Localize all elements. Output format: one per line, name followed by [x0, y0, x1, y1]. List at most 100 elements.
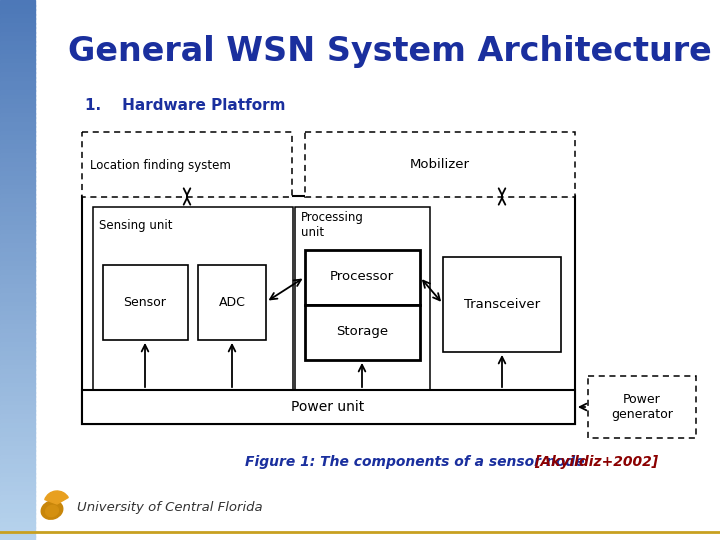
Bar — [0, 216, 35, 221]
Bar — [0, 112, 35, 118]
Bar — [0, 256, 35, 262]
Bar — [0, 252, 35, 258]
Bar — [0, 131, 35, 136]
Bar — [0, 108, 35, 113]
Bar — [0, 315, 35, 321]
Bar — [0, 261, 35, 267]
Bar — [0, 99, 35, 105]
Text: 1.    Hardware Platform: 1. Hardware Platform — [85, 98, 286, 112]
Bar — [0, 364, 35, 370]
Bar — [0, 455, 35, 460]
Text: University of Central Florida: University of Central Florida — [77, 502, 263, 515]
Bar — [0, 369, 35, 375]
Text: Processing
unit: Processing unit — [301, 211, 364, 239]
Bar — [0, 202, 35, 208]
Bar — [0, 513, 35, 518]
Bar — [0, 189, 35, 194]
Bar — [0, 90, 35, 96]
Bar — [0, 486, 35, 491]
Text: Storage: Storage — [336, 326, 388, 339]
Bar — [0, 72, 35, 78]
Bar — [0, 509, 35, 514]
Bar — [305, 305, 420, 360]
Bar — [0, 446, 35, 451]
Bar — [0, 392, 35, 397]
Bar — [0, 18, 35, 24]
Bar — [0, 536, 35, 540]
Bar — [0, 158, 35, 163]
Bar — [0, 274, 35, 280]
Bar — [82, 390, 575, 424]
Bar — [0, 378, 35, 383]
Bar — [0, 504, 35, 510]
Bar — [0, 284, 35, 289]
Text: Figure 1: The components of a sensor node: Figure 1: The components of a sensor nod… — [245, 455, 590, 469]
Bar — [0, 441, 35, 447]
Bar — [443, 257, 561, 352]
Bar — [0, 198, 35, 204]
Text: Sensing unit: Sensing unit — [99, 219, 173, 232]
Bar — [0, 162, 35, 167]
Bar — [0, 122, 35, 127]
Bar — [0, 428, 35, 433]
Bar — [0, 144, 35, 150]
Bar — [82, 196, 575, 424]
Bar — [0, 117, 35, 123]
Bar — [0, 14, 35, 19]
Bar — [0, 40, 35, 46]
Bar — [0, 423, 35, 429]
Bar — [0, 405, 35, 410]
Bar — [0, 207, 35, 213]
Bar — [295, 207, 430, 392]
Bar — [0, 54, 35, 59]
Bar — [0, 338, 35, 343]
Bar — [0, 36, 35, 42]
Bar — [0, 243, 35, 248]
Bar — [0, 126, 35, 132]
Bar — [93, 207, 293, 392]
Text: Location finding system: Location finding system — [90, 159, 231, 172]
Bar — [0, 50, 35, 55]
Bar — [0, 193, 35, 199]
Bar — [0, 166, 35, 172]
Bar — [0, 320, 35, 325]
Ellipse shape — [41, 501, 63, 519]
Bar — [305, 132, 575, 197]
Text: Sensor: Sensor — [124, 295, 166, 308]
Bar — [0, 342, 35, 348]
Bar — [0, 288, 35, 294]
Bar — [0, 396, 35, 402]
Bar — [0, 77, 35, 82]
Text: Power
generator: Power generator — [611, 393, 673, 421]
Bar — [0, 333, 35, 339]
Bar — [0, 382, 35, 388]
Bar — [0, 409, 35, 415]
Text: Transceiver: Transceiver — [464, 298, 540, 310]
Bar — [0, 176, 35, 181]
Bar — [0, 212, 35, 217]
Wedge shape — [45, 491, 68, 504]
Bar — [0, 490, 35, 496]
Bar — [0, 459, 35, 464]
Text: Processor: Processor — [330, 271, 394, 284]
Bar — [0, 495, 35, 501]
Bar — [0, 234, 35, 240]
Bar — [0, 23, 35, 28]
Bar — [0, 0, 35, 5]
Bar — [0, 63, 35, 69]
Bar — [0, 270, 35, 275]
Bar — [0, 522, 35, 528]
Bar — [0, 414, 35, 420]
Bar — [0, 360, 35, 366]
Bar — [0, 301, 35, 307]
Bar — [0, 27, 35, 32]
Bar — [0, 4, 35, 10]
Bar — [0, 85, 35, 91]
Bar — [0, 293, 35, 298]
Bar — [0, 306, 35, 312]
Bar — [0, 94, 35, 100]
Bar — [0, 225, 35, 231]
Bar — [0, 220, 35, 226]
Bar — [0, 355, 35, 361]
Bar — [103, 265, 188, 340]
